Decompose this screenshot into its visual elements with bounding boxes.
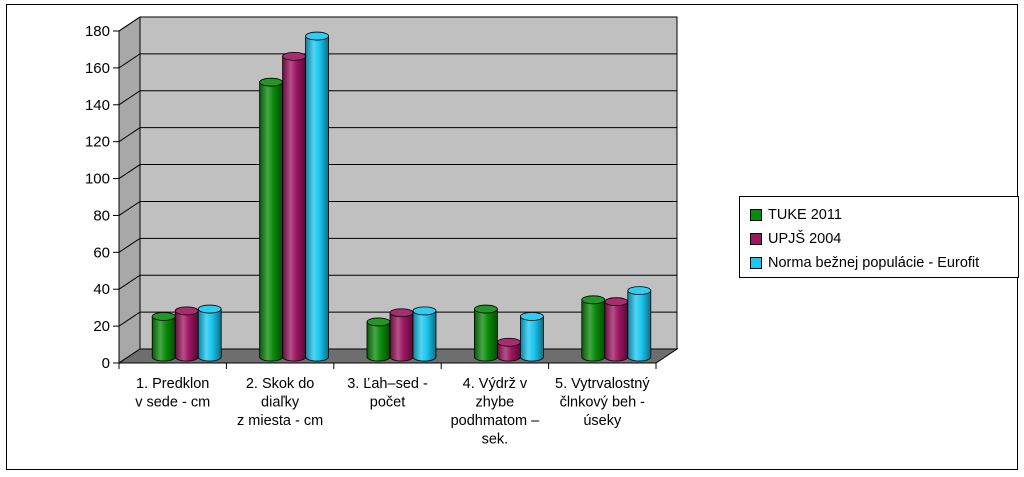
bar-top-1-cat-1 <box>151 312 176 321</box>
x-category-label: 4. Výdrž v zhybe podhmatom – sek. <box>451 376 541 448</box>
bar-top-3-cat-3 <box>412 306 437 316</box>
bar-1-cat-4 <box>474 308 498 362</box>
legend-label-series-1: TUKE 2011 <box>768 207 842 223</box>
bar-3-cat-2 <box>305 35 329 362</box>
gridline <box>118 164 677 179</box>
y-tick-label: 160 <box>85 60 110 77</box>
y-tick-label: 120 <box>85 134 110 151</box>
bar-top-1-cat-2 <box>259 77 284 87</box>
legend-swatch-series-2 <box>750 233 762 245</box>
legend-item-series-1: TUKE 2011 <box>750 203 1008 227</box>
legend-swatch-series-1 <box>750 209 762 221</box>
gridline <box>118 311 677 327</box>
bar-top-2-cat-3 <box>389 308 414 318</box>
bar-1-cat-2 <box>259 81 283 362</box>
bar-2-cat-1 <box>174 310 199 362</box>
legend-item-series-3: Norma bežnej populácie - Eurofit <box>750 251 1008 275</box>
y-tick-label: 100 <box>85 171 110 188</box>
y-tick-label: 60 <box>93 244 110 261</box>
bar-top-1-cat-3 <box>366 317 391 327</box>
bar-2-cat-5 <box>604 301 629 362</box>
bar-top-3-cat-5 <box>627 286 652 296</box>
y-tick-label: 40 <box>93 281 110 298</box>
y-tick-label: 140 <box>85 97 110 114</box>
bar-top-1-cat-5 <box>581 295 606 305</box>
legend-label-series-2: UPJŠ 2004 <box>768 231 842 247</box>
bar-top-1-cat-4 <box>473 304 498 314</box>
y-tick-label: 20 <box>93 318 110 335</box>
gridline <box>118 53 677 69</box>
bar-3-cat-1 <box>197 308 222 362</box>
bar-3-cat-5 <box>627 290 652 362</box>
bar-top-2-cat-1 <box>174 306 199 316</box>
y-tick-label: 180 <box>85 23 110 40</box>
bar-2-cat-2 <box>282 55 306 362</box>
plot-side-wall <box>118 16 141 364</box>
x-category-label: 2. Skok do diaľky z miesta - cm <box>237 376 323 429</box>
bar-top-3-cat-4 <box>520 312 544 321</box>
gridline <box>118 90 677 106</box>
gridline <box>118 274 677 290</box>
bar-3-cat-4 <box>520 316 544 362</box>
bar-top-2-cat-5 <box>604 297 629 307</box>
bar-1-cat-3 <box>366 321 391 362</box>
bar-3-cat-3 <box>412 310 437 362</box>
x-category-label: 5. Vytrvalostný člnkový beh -úseky <box>555 376 650 429</box>
bar-1-cat-5 <box>581 299 606 362</box>
x-category-label: 3. Ľah–sed -počet <box>347 376 428 411</box>
gridline <box>118 127 677 143</box>
bar-top-2-cat-2 <box>282 51 307 61</box>
legend-item-series-2: UPJŠ 2004 <box>750 227 1008 251</box>
bar-1-cat-1 <box>151 316 176 362</box>
gridline <box>118 16 677 32</box>
gridline <box>118 200 677 216</box>
legend-label-series-3: Norma bežnej populácie - Eurofit <box>768 255 980 271</box>
y-tick-label: 80 <box>93 207 110 224</box>
gridline <box>118 237 677 253</box>
bar-2-cat-3 <box>389 312 414 362</box>
x-category-label: 1. Predklon v sede - cm <box>135 376 210 411</box>
chart-legend: TUKE 2011 UPJŠ 2004 Norma bežnej populác… <box>739 196 1019 278</box>
bar-top-3-cat-1 <box>197 304 222 314</box>
bar-top-2-cat-4 <box>496 337 521 347</box>
y-tick-label: 0 <box>102 355 110 372</box>
bar-top-3-cat-2 <box>305 31 330 41</box>
legend-swatch-series-3 <box>750 257 762 269</box>
